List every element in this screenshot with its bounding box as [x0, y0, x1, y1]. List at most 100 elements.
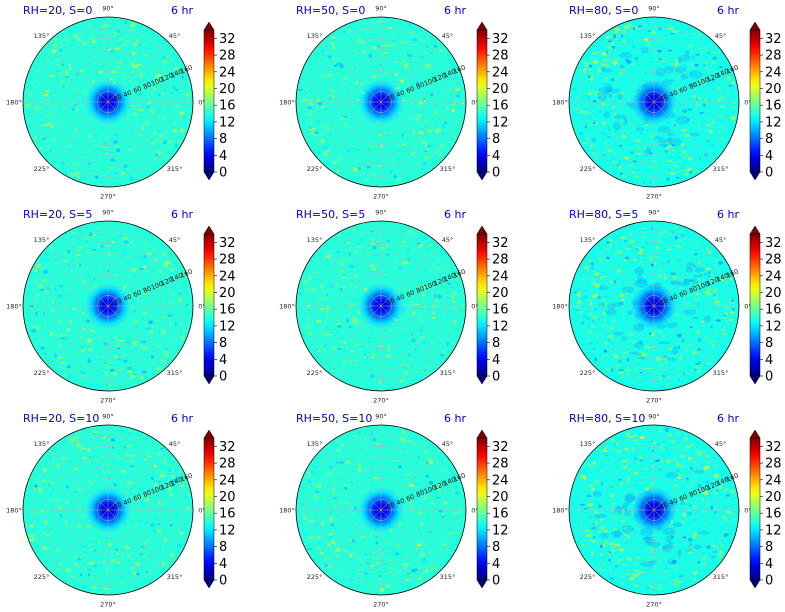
theta-tick-label: 225° — [580, 573, 596, 581]
colorbar-tick-label: 8 — [219, 336, 227, 351]
colorbar-tick-label: 32 — [219, 32, 236, 47]
theta-tick-label: 315° — [440, 369, 456, 377]
colorbar-extend-min — [476, 171, 488, 181]
polar-axis-border — [295, 220, 467, 392]
radial-tick-label: 80 — [142, 80, 153, 91]
panel-title: RH=80, S=10 — [569, 412, 645, 425]
theta-tick-label: 270° — [373, 397, 389, 405]
colorbar-extend-min — [203, 375, 215, 385]
colorbar-tick-label: 12 — [492, 115, 509, 130]
colorbar-tick-label: 32 — [765, 440, 782, 455]
radial-tick-label: 80 — [688, 284, 699, 295]
theta-tick-label: 135° — [34, 32, 50, 40]
polar-grid — [295, 16, 467, 188]
colorbar-tick-label: 32 — [765, 32, 782, 47]
radial-tick-label: 20 — [385, 93, 396, 104]
panel-time-label: 6 hr — [717, 412, 739, 425]
polar-panel: 0°45°90°135°180°225°270°315°20 40 60 801001… — [279, 4, 508, 201]
panel-time-label: 6 hr — [717, 4, 739, 17]
colorbar-tick-label: 20 — [492, 490, 509, 505]
colorbar-extend-max — [476, 21, 488, 31]
colorbar-tick-label: 8 — [765, 132, 773, 147]
theta-tick-label: 45° — [169, 32, 181, 40]
colorbar-extend-max — [476, 429, 488, 439]
colorbar-tick-label: 12 — [492, 319, 509, 334]
polar-panel: 0°45°90°135°180°225°270°315°20 40 60 801001… — [279, 412, 508, 609]
panel-title: RH=50, S=0 — [296, 4, 365, 17]
colorbar-tick-label: 32 — [492, 32, 509, 47]
colorbar-tick-label: 12 — [765, 319, 782, 334]
radial-tick-label: 40 — [668, 293, 679, 304]
theta-tick-label: 270° — [646, 397, 662, 405]
theta-tick-label: 225° — [307, 369, 323, 377]
theta-tick-label: 225° — [580, 165, 596, 173]
polar-panel: 0°45°90°135°180°225°270°315°20 40 60 801001… — [552, 208, 781, 405]
polar-panel: 0°45°90°135°180°225°270°315°20 40 60 801001… — [6, 4, 235, 201]
colorbar-tick-label: 24 — [492, 65, 509, 80]
panel-time-label: 6 hr — [171, 4, 193, 17]
theta-tick-label: 45° — [442, 32, 454, 40]
colorbar-tick-label: 20 — [765, 286, 782, 301]
theta-tick-label: 135° — [34, 236, 50, 244]
colorbar-tick-label: 16 — [219, 99, 236, 114]
contour-speckles — [570, 225, 735, 389]
theta-tick-label: 270° — [100, 397, 116, 405]
colorbar-extend-min — [203, 171, 215, 181]
radial-tick-label: 20 — [658, 297, 669, 308]
polar-grid — [22, 220, 194, 392]
theta-tick-label: 315° — [167, 369, 183, 377]
colorbar-tick-label: 20 — [219, 82, 236, 97]
colorbar-tick-label: 0 — [219, 574, 227, 589]
colorbar-tick-label: 20 — [219, 286, 236, 301]
radial-tick-label: 60 — [405, 85, 416, 96]
contour-speckles — [25, 21, 191, 185]
radial-tick-label: 40 — [395, 293, 406, 304]
theta-tick-label: 0° — [198, 303, 205, 311]
radial-tick-label: 60 — [678, 85, 689, 96]
polar-panel: 0°45°90°135°180°225°270°315°20 40 60 801001… — [552, 412, 781, 609]
theta-tick-label: 315° — [167, 165, 183, 173]
theta-tick-label: 270° — [100, 193, 116, 201]
radial-tick-label: 20 — [385, 297, 396, 308]
panel-time-label: 6 hr — [444, 412, 466, 425]
theta-tick-label: 45° — [169, 440, 181, 448]
colorbar-tick-label: 20 — [765, 490, 782, 505]
colorbar-tick-label: 28 — [219, 49, 236, 64]
polar-panel: 0°45°90°135°180°225°270°315°20 40 60 801001… — [279, 208, 508, 405]
theta-tick-label: 270° — [373, 601, 389, 609]
colorbar-tick-label: 4 — [219, 149, 227, 164]
colorbar-tick-label: 24 — [765, 65, 782, 80]
polar-panel: 0°45°90°135°180°225°270°315°20 40 60 801001… — [6, 412, 235, 609]
colorbar-tick-label: 12 — [492, 523, 509, 538]
colorbar-tick-label: 28 — [765, 253, 782, 268]
colorbar-extend-max — [203, 225, 215, 235]
radial-tick-label: 40 — [122, 293, 133, 304]
polar-grid — [568, 16, 740, 188]
colorbar-tick-label: 8 — [765, 336, 773, 351]
colorbar-tick-label: 4 — [765, 557, 773, 572]
radial-tick-label: 20 — [112, 297, 123, 308]
theta-tick-label: 180° — [279, 507, 295, 515]
colorbar-tick-label: 8 — [492, 132, 500, 147]
theta-tick-label: 90° — [375, 413, 387, 421]
polar-axis-border — [295, 16, 467, 188]
colorbar-tick-label: 20 — [492, 82, 509, 97]
theta-tick-label: 180° — [279, 99, 295, 107]
theta-tick-label: 180° — [6, 507, 22, 515]
colorbar-tick-label: 16 — [219, 507, 236, 522]
theta-tick-label: 45° — [715, 236, 727, 244]
panel-time-label: 6 hr — [171, 412, 193, 425]
theta-tick-label: 0° — [744, 507, 751, 515]
colorbar-extend-max — [749, 429, 761, 439]
polar-axis-border — [568, 220, 740, 392]
radial-tick-label: 40 — [395, 497, 406, 508]
colorbar-tick-label: 0 — [492, 574, 500, 589]
radial-tick-label: 40 — [122, 89, 133, 100]
colorbar-tick-label: 20 — [219, 490, 236, 505]
theta-tick-label: 315° — [713, 369, 729, 377]
panel-title: RH=20, S=0 — [23, 4, 92, 17]
colorbar-tick-label: 0 — [492, 166, 500, 181]
theta-tick-label: 180° — [6, 303, 22, 311]
theta-tick-label: 0° — [471, 507, 478, 515]
